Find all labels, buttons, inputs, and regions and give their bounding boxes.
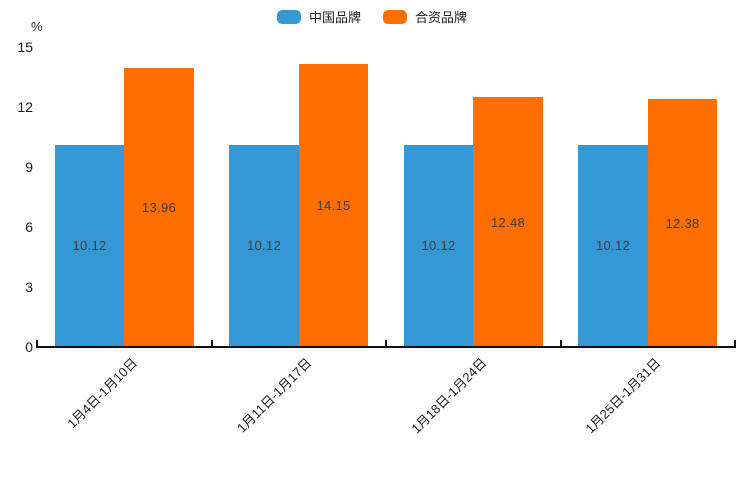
bar-value-label: 14.15 — [316, 198, 351, 213]
bar-中国品牌-1月4日-1月10日: 10.12 — [54, 144, 125, 347]
x-category-label: 1月18日-1月24日 — [407, 355, 489, 437]
bar-value-label: 12.48 — [490, 214, 526, 230]
bar-合资品牌-1月18日-1月24日: 12.48 — [473, 97, 543, 347]
x-category-label: 1月4日-1月10日 — [63, 355, 140, 432]
legend-item-0[interactable]: 中国品牌 — [276, 7, 361, 26]
bar-中国品牌-1月25日-1月31日: 10.12 — [578, 144, 648, 347]
bar-value-label: 10.12 — [246, 238, 282, 254]
x-axis-tick — [559, 340, 562, 346]
y-tick-label: 9 — [25, 159, 33, 175]
bar-value-label: 13.96 — [141, 199, 177, 215]
y-tick-label: 3 — [25, 279, 33, 295]
bar-合资品牌-1月25日-1月31日: 12.38 — [647, 99, 718, 347]
x-axis-line — [36, 346, 736, 348]
bar-合资品牌-1月4日-1月10日: 13.96 — [124, 67, 194, 347]
bar-value-label: 12.38 — [665, 215, 700, 231]
legend-label: 中国品牌 — [308, 10, 361, 25]
bar-中国品牌-1月11日-1月17日: 10.12 — [229, 144, 299, 347]
plot-area: 10.12 13.96 10.12 14.15 10.12 12.48 10.12 12.38 — [37, 47, 735, 347]
legend-swatch-icon — [276, 9, 301, 24]
bar-value-label: 10.12 — [72, 238, 107, 254]
y-tick-label: 12 — [17, 99, 33, 115]
legend-swatch-icon — [383, 9, 407, 24]
bar-value-label: 10.12 — [421, 238, 456, 254]
y-tick-label: 15 — [17, 39, 33, 55]
chart-legend: 中国品牌 合资品牌 — [0, 7, 744, 26]
bar-value-label: 10.12 — [595, 238, 631, 254]
legend-label: 合资品牌 — [415, 10, 468, 25]
x-axis-tick — [385, 340, 387, 346]
x-category-label: 1月11日-1月17日 — [234, 355, 315, 436]
bar-中国品牌-1月18日-1月24日: 10.12 — [403, 144, 474, 347]
legend-item-1[interactable]: 合资品牌 — [383, 7, 467, 26]
x-axis-tick — [210, 340, 213, 346]
y-axis-unit-label: % — [31, 19, 43, 34]
y-tick-label: 6 — [25, 219, 33, 235]
x-axis-tick — [36, 340, 38, 346]
bar-合资品牌-1月11日-1月17日: 14.15 — [298, 64, 369, 347]
x-category-label: 1月25日-1月31日 — [582, 355, 664, 437]
y-tick-label: 0 — [25, 339, 33, 355]
x-axis-tick — [734, 340, 736, 346]
